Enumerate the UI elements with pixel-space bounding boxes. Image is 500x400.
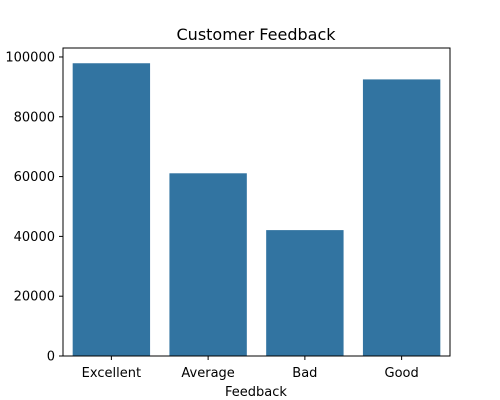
x-axis-ticks: Excellent Average Bad Good [82, 356, 419, 381]
y-tick-label: 0 [47, 350, 55, 365]
y-axis-ticks: 0 20000 40000 60000 80000 100000 [5, 50, 63, 364]
bar-average [169, 173, 246, 356]
x-tick-label: Bad [292, 366, 317, 381]
x-tick-label: Good [385, 366, 419, 381]
x-tick-label: Average [181, 366, 234, 381]
y-tick-label: 40000 [14, 230, 55, 245]
x-tick-label: Excellent [82, 366, 141, 381]
bars-group [73, 63, 441, 356]
y-tick-label: 20000 [14, 290, 55, 305]
bar-good [363, 79, 440, 356]
chart-title: Customer Feedback [177, 25, 337, 44]
bar-excellent [73, 63, 150, 356]
y-tick-label: 60000 [14, 170, 55, 185]
y-tick-label: 80000 [14, 110, 55, 125]
x-axis-label: Feedback [225, 385, 287, 400]
bar-bad [266, 230, 343, 356]
y-tick-label: 100000 [5, 50, 55, 65]
